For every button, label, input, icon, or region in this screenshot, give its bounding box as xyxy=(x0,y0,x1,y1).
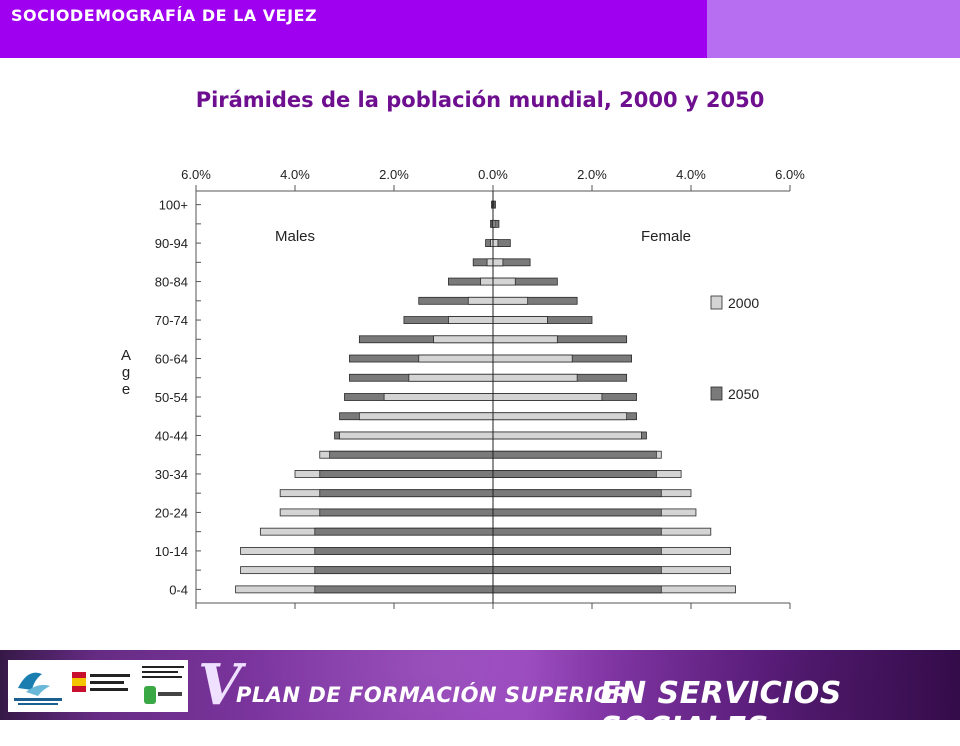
y-tick-label: 60-64 xyxy=(155,352,188,367)
bar-female-2000-65-69 xyxy=(493,336,557,343)
population-pyramid-chart: 6.0%6.0%4.0%4.0%2.0%2.0%0.0%0.0%2.0%2.0%… xyxy=(100,150,840,610)
legend-swatch-2050 xyxy=(711,387,722,400)
annotation-males: Males xyxy=(275,228,315,245)
bar-males-2000-70-74 xyxy=(448,317,493,324)
bar-males-2000-55-59 xyxy=(409,374,493,381)
bar-males-2000-75-79 xyxy=(468,297,493,304)
bar-female-2050-25-29 xyxy=(493,490,661,497)
bar-males-2050-30-34 xyxy=(320,470,493,477)
bar-female-2000-60-64 xyxy=(493,355,572,362)
y-tick-label: 10-14 xyxy=(155,544,188,559)
y-tick-label: 90-94 xyxy=(155,236,188,251)
bar-female-2000-55-59 xyxy=(493,374,577,381)
bar-males-2000-80-84 xyxy=(481,278,493,285)
banner-servicios-text: EN SERVICIOS SOCIALES xyxy=(600,676,960,746)
banner-roman-numeral: V xyxy=(198,650,241,720)
legend-label-2050: 2050 xyxy=(728,386,759,402)
bar-males-2050-0-4 xyxy=(315,586,493,593)
bar-female-2050-15-19 xyxy=(493,528,661,535)
bar-female-2000-80-84 xyxy=(493,278,515,285)
x-tick-label-top: 6.0% xyxy=(181,167,211,182)
bar-female-2050-10-14 xyxy=(493,547,661,554)
bar-males-2000-45-49 xyxy=(359,413,493,420)
header-title: SOCIODEMOGRAFÍA DE LA VEJEZ xyxy=(11,6,317,25)
legend-swatch-2000 xyxy=(711,296,722,309)
bar-males-2000-60-64 xyxy=(419,355,493,362)
bar-female-2000-85-89 xyxy=(493,259,503,266)
bar-males-2050-15-19 xyxy=(315,528,493,535)
y-tick-label: 70-74 xyxy=(155,313,188,328)
colegio-psicologos-logo xyxy=(8,660,68,712)
imserso-logo xyxy=(138,660,188,712)
bar-female-2050-0-4 xyxy=(493,586,661,593)
y-tick-label: 30-34 xyxy=(155,467,188,482)
bar-males-2000-85-89 xyxy=(487,259,493,266)
bar-males-2050-25-29 xyxy=(320,490,493,497)
bar-female-2000-50-54 xyxy=(493,394,602,401)
bar-female-2050-35-39 xyxy=(493,451,656,458)
annotation-female: Female xyxy=(641,228,691,245)
bar-female-2000-75-79 xyxy=(493,297,528,304)
legend-label-2000: 2000 xyxy=(728,295,759,311)
bar-female-2000-45-49 xyxy=(493,413,627,420)
bar-female-2000-90-94 xyxy=(493,240,498,247)
bar-males-2000-50-54 xyxy=(384,394,493,401)
bar-female-2000-40-44 xyxy=(493,432,642,439)
x-tick-label-top: 2.0% xyxy=(379,167,409,182)
y-tick-label: 80-84 xyxy=(155,275,188,290)
bar-males-2050-10-14 xyxy=(315,547,493,554)
bar-males-2050-5-9 xyxy=(315,567,493,574)
bar-female-2050-30-34 xyxy=(493,470,656,477)
ministerio-trabajo-logo xyxy=(68,660,138,712)
y-tick-label: 50-54 xyxy=(155,390,188,405)
x-tick-label-top: 4.0% xyxy=(676,167,706,182)
y-tick-label: 0-4 xyxy=(169,582,188,597)
slide-title: Pirámides de la población mundial, 2000 … xyxy=(0,88,960,112)
x-tick-label-top: 0.0% xyxy=(478,167,508,182)
bar-males-2000-40-44 xyxy=(340,432,493,439)
y-tick-label: 20-24 xyxy=(155,505,188,520)
bar-female-2000-70-74 xyxy=(493,317,547,324)
x-tick-label-top: 6.0% xyxy=(775,167,805,182)
bar-males-2050-35-39 xyxy=(330,451,493,458)
bar-males-2000-65-69 xyxy=(434,336,493,343)
x-tick-label-top: 2.0% xyxy=(577,167,607,182)
banner-plan-text: PLAN DE FORMACIÓN SUPERIOR xyxy=(236,683,629,707)
y-tick-label: 40-44 xyxy=(155,428,188,443)
y-tick-label: 100+ xyxy=(159,198,188,213)
bar-males-2050-20-24 xyxy=(320,509,493,516)
x-tick-label-top: 4.0% xyxy=(280,167,310,182)
bar-female-2050-5-9 xyxy=(493,567,661,574)
bar-female-2050-20-24 xyxy=(493,509,661,516)
header-accent xyxy=(707,0,960,58)
